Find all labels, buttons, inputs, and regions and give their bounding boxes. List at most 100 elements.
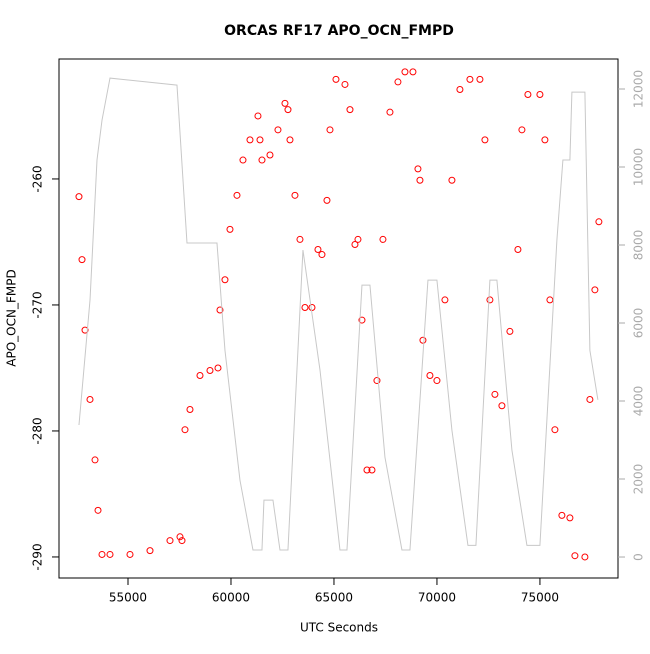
point [363, 466, 371, 474]
point [368, 466, 376, 474]
point [566, 514, 574, 522]
point [286, 136, 294, 144]
point [78, 256, 86, 264]
point [354, 235, 362, 243]
x-axis-label: UTC Seconds [300, 621, 378, 635]
point [214, 364, 222, 372]
point [166, 537, 174, 545]
point [221, 276, 229, 284]
point [481, 136, 489, 144]
y-tick-label: -280 [31, 417, 45, 444]
point [409, 68, 417, 76]
point [586, 395, 594, 403]
point [291, 191, 299, 199]
point [456, 85, 464, 93]
point [246, 136, 254, 144]
point [476, 75, 484, 83]
x-tick-label: 60000 [212, 591, 250, 605]
point [486, 296, 494, 304]
point [314, 246, 322, 254]
point [448, 176, 456, 184]
line-series [78, 77, 599, 551]
point [401, 68, 409, 76]
point [318, 251, 326, 259]
y-tick-label: -260 [31, 165, 45, 192]
point [491, 390, 499, 398]
point [581, 553, 589, 561]
point [206, 366, 214, 374]
point [558, 511, 566, 519]
point [466, 75, 474, 83]
point [386, 108, 394, 116]
point [181, 426, 189, 434]
point [541, 136, 549, 144]
point [274, 126, 282, 134]
y2-tick-label: 12000 [632, 70, 646, 108]
y2-tick-label: 2000 [632, 464, 646, 495]
point [332, 75, 340, 83]
point [518, 126, 526, 134]
point [514, 246, 522, 254]
chart-title: ORCAS RF17 APO_OCN_FMPD [224, 23, 454, 39]
point [326, 126, 334, 134]
plot-frame [58, 58, 619, 579]
point [546, 296, 554, 304]
point [284, 106, 292, 114]
point [216, 306, 224, 314]
x-tick-label: 55000 [109, 591, 147, 605]
point [394, 78, 402, 86]
y2-tick-label: 8000 [632, 230, 646, 261]
point [551, 426, 559, 434]
y-tick-label: -290 [31, 543, 45, 570]
point [75, 193, 83, 201]
point [98, 550, 106, 558]
point [178, 537, 186, 545]
point [233, 191, 241, 199]
point [351, 240, 359, 248]
point [256, 136, 264, 144]
y-axis-label: APO_OCN_FMPD [5, 269, 19, 366]
x-tick-label: 75000 [521, 591, 559, 605]
point [419, 336, 427, 344]
point [536, 91, 544, 99]
point [91, 456, 99, 464]
point [591, 286, 599, 294]
point [126, 550, 134, 558]
point [301, 303, 309, 311]
x-tick-label: 70000 [418, 591, 456, 605]
y2-tick-label: 6000 [632, 308, 646, 339]
point [441, 296, 449, 304]
point [81, 326, 89, 334]
point [296, 235, 304, 243]
y2-tick-label: 0 [632, 553, 646, 561]
point [433, 377, 441, 385]
y-tick-label: -270 [31, 291, 45, 318]
point [86, 395, 94, 403]
point [186, 406, 194, 414]
point [106, 550, 114, 558]
point [346, 106, 354, 114]
point [226, 225, 234, 233]
point [176, 533, 184, 541]
point [426, 372, 434, 380]
point [373, 377, 381, 385]
point [266, 151, 274, 159]
point [379, 235, 387, 243]
x-tick-label: 65000 [315, 591, 353, 605]
point [571, 552, 579, 560]
point [196, 372, 204, 380]
point [341, 80, 349, 88]
point [358, 316, 366, 324]
y2-tick-label: 4000 [632, 386, 646, 417]
point [506, 327, 514, 335]
point [323, 196, 331, 204]
point [595, 218, 603, 226]
point [94, 506, 102, 514]
point [524, 91, 532, 99]
point [254, 112, 262, 120]
point [146, 547, 154, 555]
point [281, 99, 289, 107]
point [416, 176, 424, 184]
